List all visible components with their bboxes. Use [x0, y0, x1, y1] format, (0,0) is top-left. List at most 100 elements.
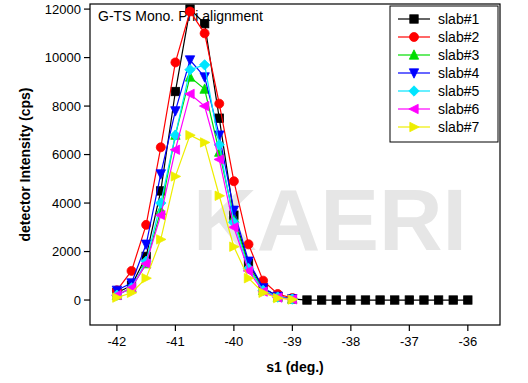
data-point	[288, 295, 297, 304]
x-tick-label: -38	[341, 334, 360, 349]
data-point	[464, 296, 472, 304]
x-tick-label: -42	[108, 334, 127, 349]
data-point	[434, 296, 442, 304]
series-line	[117, 65, 292, 299]
legend-label: slab#4	[438, 65, 479, 81]
legend-marker	[410, 33, 419, 42]
data-point	[449, 296, 457, 304]
data-point	[185, 56, 194, 65]
data-point	[171, 58, 180, 67]
y-tick-label: 6000	[52, 147, 81, 162]
watermark: KAERI	[193, 170, 467, 269]
x-tick	[116, 325, 117, 331]
legend-label: slab#7	[438, 119, 479, 135]
x-tick-label: -40	[224, 334, 243, 349]
title: G-TS Mono. Phi alignment	[98, 8, 263, 24]
data-point	[142, 274, 151, 283]
series-line	[117, 94, 292, 299]
data-point	[215, 191, 224, 200]
y-tick	[84, 299, 90, 300]
data-point	[199, 60, 209, 70]
data-point	[157, 235, 166, 244]
legend-marker	[409, 86, 419, 96]
legend-marker	[410, 15, 418, 23]
data-point	[317, 296, 325, 304]
data-point	[113, 293, 122, 302]
data-point	[215, 99, 224, 108]
data-point	[156, 170, 165, 179]
x-tick	[233, 325, 234, 331]
x-tick	[350, 325, 351, 331]
legend-label: slab#6	[438, 101, 479, 117]
x-tick	[409, 325, 410, 331]
data-point	[287, 295, 296, 304]
series-line	[117, 60, 292, 299]
series-line	[117, 9, 468, 300]
data-point	[156, 143, 165, 152]
y-axis-label: detector Intensity (cps)	[17, 87, 33, 241]
x-axis-label: s1 (deg.)	[266, 359, 324, 375]
y-tick-label: 12000	[45, 2, 81, 17]
data-point	[244, 274, 253, 283]
data-point	[273, 292, 283, 302]
x-tick	[292, 325, 293, 331]
legend-marker	[409, 104, 418, 113]
data-point	[229, 223, 238, 232]
series-line	[117, 12, 292, 299]
data-point	[420, 296, 428, 304]
legend-label: slab#1	[438, 11, 479, 27]
legend-box	[390, 6, 498, 142]
data-point	[170, 145, 179, 154]
x-tick-label: -37	[400, 334, 419, 349]
data-point	[274, 293, 283, 302]
data-point	[229, 177, 238, 186]
data-point	[214, 155, 223, 164]
data-point	[376, 296, 384, 304]
data-point	[200, 29, 209, 38]
x-tick	[175, 325, 176, 331]
data-point	[215, 131, 224, 140]
legend-label: slab#3	[438, 47, 479, 63]
data-point	[199, 101, 208, 110]
data-point	[259, 288, 268, 297]
legend-marker	[409, 50, 418, 59]
data-point	[288, 295, 297, 304]
series-line	[117, 135, 292, 299]
data-point	[391, 296, 399, 304]
plot-frame	[90, 4, 500, 325]
legend-marker	[409, 69, 418, 78]
data-point	[332, 296, 340, 304]
legend: slab#1 slab#2 slab#3 slab#4 slab#5 slab#6 slab…	[390, 6, 498, 142]
y-tick	[84, 105, 90, 106]
y-tick-label: 2000	[52, 244, 81, 259]
data-point	[405, 296, 413, 304]
x-tick-label: -39	[283, 334, 302, 349]
data-point	[200, 138, 209, 147]
data-point	[361, 296, 369, 304]
y-tick	[84, 154, 90, 155]
data-point	[185, 65, 195, 75]
data-point	[185, 89, 194, 98]
y-tick-label: 0	[74, 293, 81, 308]
data-point	[230, 242, 239, 251]
data-point	[127, 288, 136, 297]
y-tick-label: 10000	[45, 50, 81, 65]
data-point	[288, 294, 297, 303]
y-tick	[84, 251, 90, 252]
legend-label: slab#2	[438, 29, 479, 45]
data-point	[156, 210, 165, 219]
chart: KAERI-42-41-40-39-38-37-3602000400060008…	[0, 0, 528, 383]
data-point	[303, 296, 311, 304]
data-point	[141, 259, 150, 268]
legend-marker	[410, 122, 419, 131]
data-point	[287, 294, 297, 304]
y-tick-label: 8000	[52, 99, 81, 114]
data-point	[244, 240, 253, 249]
legend-label: slab#5	[438, 83, 479, 99]
data-point	[273, 293, 282, 302]
y-tick	[84, 8, 90, 9]
data-point	[186, 7, 195, 16]
data-point	[171, 172, 180, 181]
data-point	[171, 87, 179, 95]
y-tick-label: 4000	[52, 196, 81, 211]
